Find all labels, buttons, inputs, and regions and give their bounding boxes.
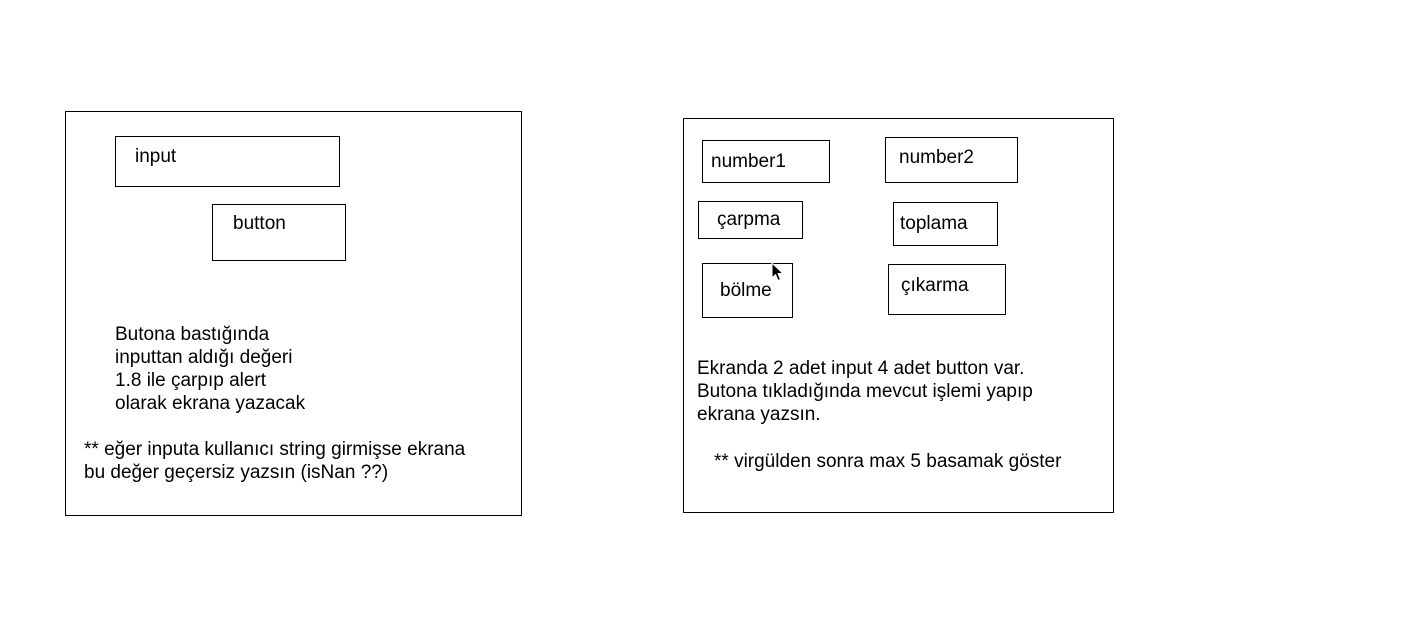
right-description-line: Ekranda 2 adet input 4 adet button var.	[697, 358, 1025, 379]
left-note-line: bu değer geçersiz yazsın (isNan ??)	[84, 462, 389, 483]
left-description: Butona bastığında inputtan aldığı değeri…	[115, 323, 305, 415]
right-description-line: Butona tıkladığında mevcut işlemi yapıp	[697, 381, 1033, 402]
left-note: ** eğer inputa kullanıcı string girmişse…	[84, 438, 465, 484]
add-label: toplama	[900, 213, 968, 234]
right-note: ** virgülden sonra max 5 basamak göster	[714, 451, 1062, 472]
mouse-pointer-icon	[771, 262, 784, 281]
add-button-mock: toplama	[893, 202, 998, 246]
number2-input-mock: number2	[885, 137, 1018, 183]
right-description-line: ekrana yazsın.	[697, 404, 821, 425]
button-mock: button	[212, 204, 346, 261]
subtract-label: çıkarma	[901, 275, 969, 296]
input-field-mock: input	[115, 136, 340, 187]
right-description: Ekranda 2 adet input 4 adet button var. …	[697, 357, 1033, 426]
left-description-line: 1.8 ile çarpıp alert	[115, 370, 267, 391]
divide-label: bölme	[720, 280, 772, 301]
button-label: button	[233, 213, 286, 234]
left-description-line: Butona bastığında	[115, 324, 270, 345]
left-description-line: olarak ekrana yazacak	[115, 393, 306, 414]
number1-label: number1	[711, 151, 786, 172]
divide-button-mock: bölme	[702, 263, 793, 318]
multiply-button-mock: çarpma	[698, 201, 803, 239]
input-label: input	[135, 146, 177, 167]
subtract-button-mock: çıkarma	[888, 264, 1006, 315]
left-note-line: ** eğer inputa kullanıcı string girmişse…	[84, 439, 466, 460]
left-description-line: inputtan aldığı değeri	[115, 347, 293, 368]
multiply-label: çarpma	[717, 209, 781, 230]
number1-input-mock: number1	[702, 140, 830, 183]
number2-label: number2	[899, 147, 974, 168]
